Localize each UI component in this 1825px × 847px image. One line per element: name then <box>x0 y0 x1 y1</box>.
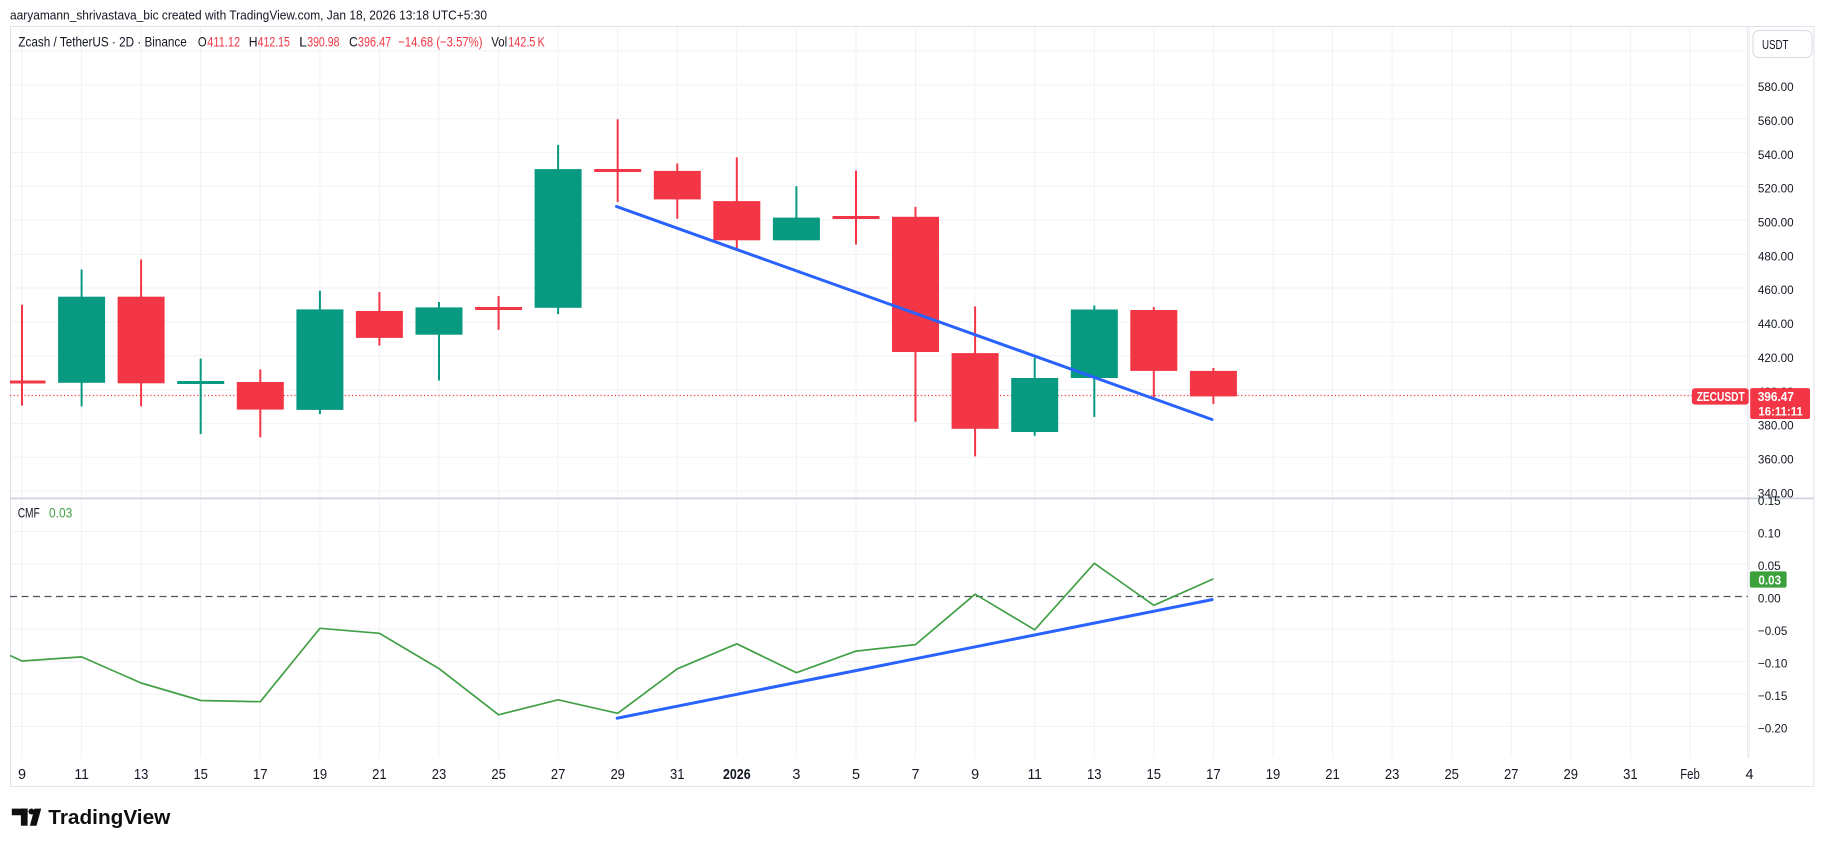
svg-text:460.00: 460.00 <box>1758 283 1794 297</box>
svg-text:411.12: 411.12 <box>207 34 240 49</box>
svg-text:2026: 2026 <box>723 767 751 783</box>
svg-text:L: L <box>299 34 307 49</box>
svg-text:440.00: 440.00 <box>1758 317 1794 331</box>
svg-text:580.00: 580.00 <box>1758 80 1794 94</box>
svg-text:3: 3 <box>792 767 800 783</box>
svg-text:−14.68 (−3.57%): −14.68 (−3.57%) <box>398 34 482 49</box>
svg-text:7: 7 <box>911 767 919 783</box>
svg-text:396.47: 396.47 <box>358 34 391 49</box>
svg-text:C: C <box>349 34 358 49</box>
svg-text:O: O <box>198 34 207 49</box>
svg-text:27: 27 <box>551 767 566 783</box>
svg-text:17: 17 <box>1206 767 1221 783</box>
svg-text:5: 5 <box>852 767 860 783</box>
svg-text:15: 15 <box>1147 767 1162 783</box>
svg-text:0.03: 0.03 <box>49 506 72 521</box>
svg-text:CMF: CMF <box>18 506 40 521</box>
svg-text:360.00: 360.00 <box>1758 453 1794 467</box>
svg-text:H: H <box>249 34 258 49</box>
svg-text:17: 17 <box>253 767 268 783</box>
svg-text:9: 9 <box>18 767 26 783</box>
svg-text:TradingView: TradingView <box>48 806 170 829</box>
svg-text:−0.15: −0.15 <box>1758 689 1788 703</box>
svg-text:412.15: 412.15 <box>258 34 290 49</box>
svg-text:13: 13 <box>1087 767 1102 783</box>
svg-text:11: 11 <box>1027 767 1042 783</box>
svg-text:19: 19 <box>1266 767 1281 783</box>
svg-text:15: 15 <box>193 767 208 783</box>
svg-text:−0.05: −0.05 <box>1758 624 1788 638</box>
svg-text:420.00: 420.00 <box>1758 351 1794 365</box>
svg-text:USDT: USDT <box>1762 37 1789 52</box>
svg-text:0.05: 0.05 <box>1758 559 1781 573</box>
svg-text:31: 31 <box>1623 767 1638 783</box>
svg-text:19: 19 <box>313 767 328 783</box>
svg-text:16:11:11: 16:11:11 <box>1758 404 1803 418</box>
svg-text:−0.20: −0.20 <box>1758 722 1788 736</box>
svg-text:540.00: 540.00 <box>1758 148 1794 162</box>
svg-text:0.03: 0.03 <box>1758 574 1781 588</box>
svg-text:0.00: 0.00 <box>1758 592 1781 606</box>
svg-text:4: 4 <box>1745 767 1753 783</box>
svg-text:500.00: 500.00 <box>1758 216 1794 230</box>
svg-text:142.5 K: 142.5 K <box>508 34 544 49</box>
svg-text:Feb: Feb <box>1680 767 1700 783</box>
svg-text:25: 25 <box>1444 767 1459 783</box>
svg-text:0.15: 0.15 <box>1758 494 1781 508</box>
svg-text:340.00: 340.00 <box>1758 486 1794 500</box>
svg-text:−0.10: −0.10 <box>1758 657 1788 671</box>
svg-text:ZECUSDT: ZECUSDT <box>1697 390 1745 404</box>
svg-text:396.47: 396.47 <box>1758 390 1794 404</box>
svg-text:0.10: 0.10 <box>1758 527 1781 541</box>
svg-text:390.98: 390.98 <box>307 34 339 49</box>
svg-text:560.00: 560.00 <box>1758 114 1794 128</box>
svg-text:29: 29 <box>610 767 625 783</box>
svg-text:13: 13 <box>134 767 149 783</box>
svg-text:29: 29 <box>1564 767 1579 783</box>
svg-text:9: 9 <box>971 767 979 783</box>
svg-text:480.00: 480.00 <box>1758 249 1794 263</box>
svg-text:520.00: 520.00 <box>1758 182 1794 196</box>
svg-text:23: 23 <box>1385 767 1400 783</box>
svg-text:21: 21 <box>372 767 387 783</box>
svg-text:31: 31 <box>670 767 685 783</box>
svg-text:27: 27 <box>1504 767 1519 783</box>
svg-text:11: 11 <box>74 767 89 783</box>
svg-text:25: 25 <box>491 767 506 783</box>
svg-text:Vol: Vol <box>491 34 507 49</box>
svg-text:21: 21 <box>1325 767 1340 783</box>
svg-text:aaryamann_shrivastava_bic crea: aaryamann_shrivastava_bic created with T… <box>10 8 487 23</box>
svg-text:23: 23 <box>432 767 447 783</box>
svg-text:Zcash / TetherUS · 2D · Binanc: Zcash / TetherUS · 2D · Binance <box>18 34 186 49</box>
svg-text:380.00: 380.00 <box>1758 419 1794 433</box>
